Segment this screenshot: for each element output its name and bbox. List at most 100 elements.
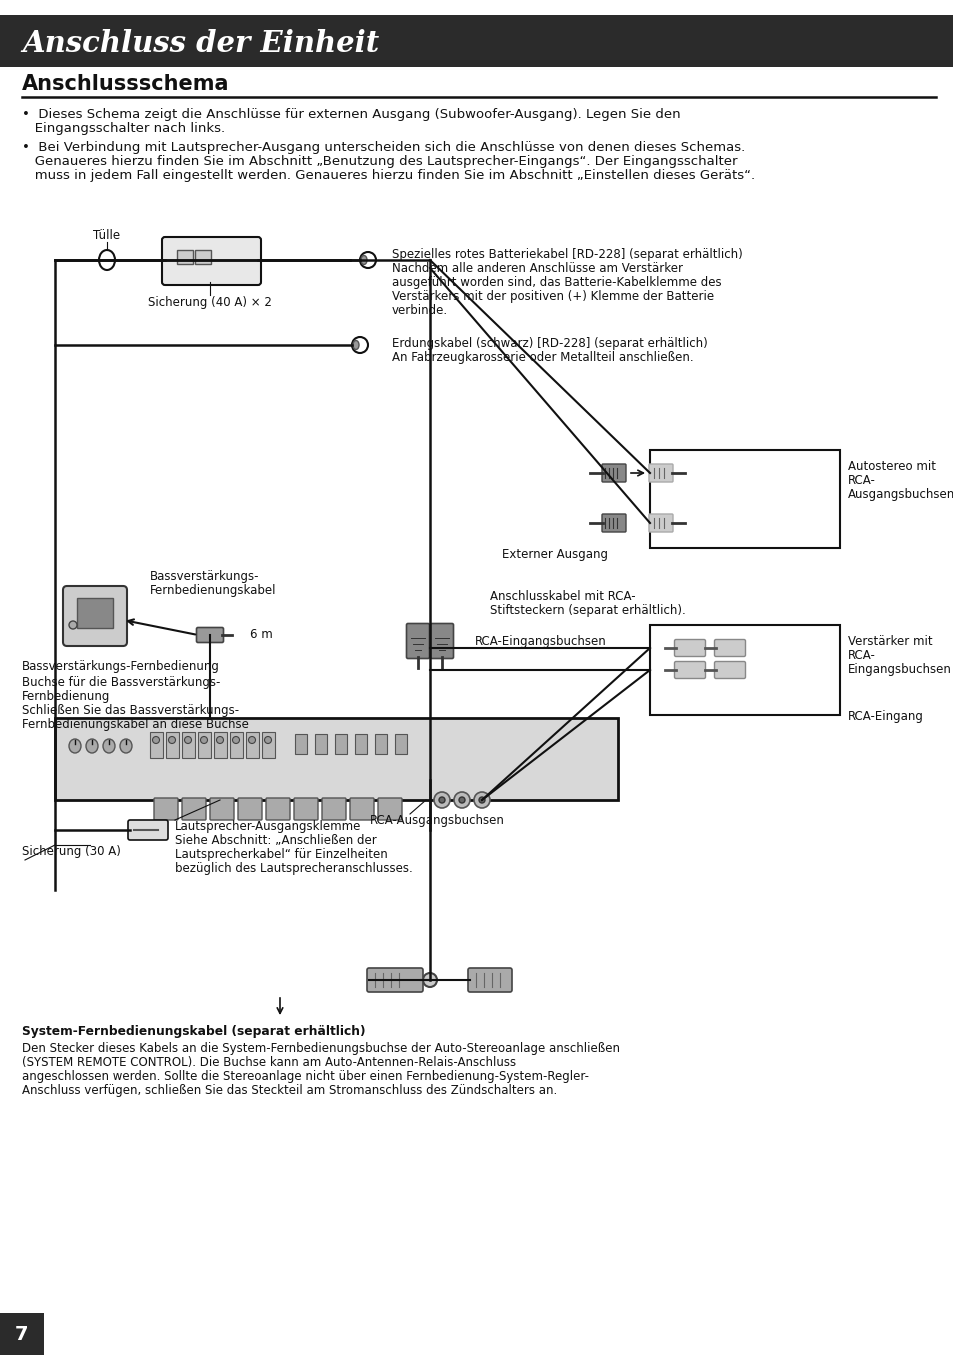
Text: (SYSTEM REMOTE CONTROL). Die Buchse kann am Auto-Antennen-Relais-Anschluss: (SYSTEM REMOTE CONTROL). Die Buchse kann… [22, 1056, 516, 1069]
Bar [314, 734, 327, 753]
Text: Bassverstärkungs-: Bassverstärkungs- [150, 570, 259, 583]
Text: Verstärker mit: Verstärker mit [847, 635, 932, 648]
Text: Eingangsschalter nach links.: Eingangsschalter nach links. [22, 122, 225, 136]
Ellipse shape [216, 737, 223, 744]
FancyBboxPatch shape [162, 237, 261, 285]
Bar [355, 734, 367, 753]
Ellipse shape [478, 797, 484, 804]
Text: Verstärkers mit der positiven (+) Klemme der Batterie: Verstärkers mit der positiven (+) Klemme… [392, 290, 714, 304]
Text: Eingangsbuchsen: Eingangsbuchsen [847, 663, 951, 676]
Text: Den Stecker dieses Kabels an die System-Fernbedienungsbuchse der Auto-Stereoanla: Den Stecker dieses Kabels an die System-… [22, 1042, 619, 1056]
FancyBboxPatch shape [210, 798, 233, 820]
Text: An Fabrzeugkarosserie oder Metallteil anschließen.: An Fabrzeugkarosserie oder Metallteil an… [392, 351, 693, 364]
Text: angeschlossen werden. Sollte die Stereoanlage nicht über einen Fernbedienung-Sys: angeschlossen werden. Sollte die Stereoa… [22, 1070, 588, 1083]
Text: bezüglich des Lautsprecheranschlusses.: bezüglich des Lautsprecheranschlusses. [174, 862, 413, 875]
Bar [294, 734, 307, 753]
FancyBboxPatch shape [601, 463, 625, 482]
Text: Tülle: Tülle [93, 229, 120, 243]
Text: •  Dieses Schema zeigt die Anschlüsse für externen Ausgang (Subwoofer-Ausgang). : • Dieses Schema zeigt die Anschlüsse für… [22, 108, 679, 121]
Text: Externer Ausgang: Externer Ausgang [501, 547, 607, 561]
Text: muss in jedem Fall eingestellt werden. Genaueres hierzu finden Sie im Abschnitt : muss in jedem Fall eingestellt werden. G… [22, 169, 755, 182]
Ellipse shape [86, 738, 98, 753]
Bar [395, 734, 407, 753]
Text: Siehe Abschnitt: „Anschließen der: Siehe Abschnitt: „Anschließen der [174, 833, 376, 847]
Text: System-Fernbedienungskabel (separat erhältlich): System-Fernbedienungskabel (separat erhä… [22, 1024, 365, 1038]
Bar [198, 732, 211, 757]
Text: Fernbedienungskabel an diese Buchse: Fernbedienungskabel an diese Buchse [22, 718, 249, 730]
Text: Erdungskabel (schwarz) [RD-228] (separat erhältlich): Erdungskabel (schwarz) [RD-228] (separat… [392, 337, 707, 350]
Text: Sicherung (40 A) × 2: Sicherung (40 A) × 2 [148, 295, 272, 309]
Ellipse shape [359, 252, 375, 268]
Bar [177, 251, 193, 264]
Text: Fernbedienungskabel: Fernbedienungskabel [150, 584, 276, 598]
Text: Autostereo mit: Autostereo mit [847, 459, 935, 473]
Ellipse shape [184, 737, 192, 744]
Text: RCA-Eingang: RCA-Eingang [847, 710, 923, 724]
FancyBboxPatch shape [430, 623, 453, 659]
Bar [166, 732, 179, 757]
FancyBboxPatch shape [294, 798, 317, 820]
Ellipse shape [458, 797, 464, 804]
FancyBboxPatch shape [648, 463, 672, 482]
Ellipse shape [103, 738, 115, 753]
Ellipse shape [169, 737, 175, 744]
Ellipse shape [434, 793, 450, 808]
Text: Genaueres hierzu finden Sie im Abschnitt „Benutzung des Lautsprecher-Eingangs“. : Genaueres hierzu finden Sie im Abschnitt… [22, 154, 737, 168]
Bar [230, 732, 243, 757]
Bar [375, 734, 387, 753]
Ellipse shape [454, 793, 470, 808]
Text: RCA-Eingangsbuchsen: RCA-Eingangsbuchsen [475, 635, 606, 648]
Bar [649, 625, 840, 715]
Bar [55, 718, 618, 799]
FancyBboxPatch shape [377, 798, 401, 820]
Ellipse shape [233, 737, 239, 744]
Ellipse shape [264, 737, 272, 744]
FancyBboxPatch shape [367, 967, 422, 992]
Text: Lautsprecherkabel“ für Einzelheiten: Lautsprecherkabel“ für Einzelheiten [174, 848, 387, 860]
FancyBboxPatch shape [182, 798, 206, 820]
FancyBboxPatch shape [63, 585, 127, 646]
Text: Lautsprecher-Ausgangsklemme: Lautsprecher-Ausgangsklemme [174, 820, 361, 833]
FancyBboxPatch shape [196, 627, 223, 642]
Bar [246, 732, 258, 757]
Ellipse shape [120, 738, 132, 753]
Text: Spezielles rotes Batteriekabel [RD-228] (separat erhältlich): Spezielles rotes Batteriekabel [RD-228] … [392, 248, 742, 262]
Text: Anschluss verfügen, schließen Sie das Steckteil am Stromanschluss des Zündschalt: Anschluss verfügen, schließen Sie das St… [22, 1084, 557, 1098]
FancyBboxPatch shape [406, 623, 429, 659]
Text: Bassverstärkungs-Fernbedienung: Bassverstärkungs-Fernbedienung [22, 660, 219, 673]
Bar [182, 732, 194, 757]
Text: Fernbedienung: Fernbedienung [22, 690, 111, 703]
Ellipse shape [353, 340, 358, 350]
Bar [213, 732, 227, 757]
Text: Anschlusskabel mit RCA-: Anschlusskabel mit RCA- [490, 589, 635, 603]
Text: Stiftsteckern (separat erhältlich).: Stiftsteckern (separat erhältlich). [490, 604, 685, 617]
Bar [0, 1313, 44, 1355]
FancyBboxPatch shape [237, 798, 262, 820]
Text: Nachdem alle anderen Anschlüsse am Verstärker: Nachdem alle anderen Anschlüsse am Verst… [392, 262, 682, 275]
FancyBboxPatch shape [601, 514, 625, 533]
Bar [0, 15, 953, 66]
Ellipse shape [69, 738, 81, 753]
Ellipse shape [200, 737, 208, 744]
FancyBboxPatch shape [266, 798, 290, 820]
Ellipse shape [422, 973, 436, 986]
Text: RCA-: RCA- [847, 474, 875, 486]
Text: Ausgangsbuchsen: Ausgangsbuchsen [847, 488, 953, 501]
Text: Anschluss der Einheit: Anschluss der Einheit [22, 28, 379, 57]
Text: verbinde.: verbinde. [392, 304, 448, 317]
Text: Schließen Sie das Bassverstärkungs-: Schließen Sie das Bassverstärkungs- [22, 705, 239, 717]
Ellipse shape [69, 621, 77, 629]
Text: RCA-Ausgangsbuchsen: RCA-Ausgangsbuchsen [370, 814, 504, 827]
Ellipse shape [352, 337, 368, 354]
Text: 6 m: 6 m [250, 627, 273, 641]
Bar [150, 732, 163, 757]
FancyBboxPatch shape [714, 640, 744, 657]
Ellipse shape [438, 797, 444, 804]
Bar [649, 450, 840, 547]
FancyBboxPatch shape [153, 798, 178, 820]
FancyBboxPatch shape [714, 661, 744, 679]
FancyBboxPatch shape [322, 798, 346, 820]
Text: Buchse für die Bassverstärkungs-: Buchse für die Bassverstärkungs- [22, 676, 220, 688]
Text: 7: 7 [15, 1324, 29, 1344]
Ellipse shape [474, 793, 490, 808]
